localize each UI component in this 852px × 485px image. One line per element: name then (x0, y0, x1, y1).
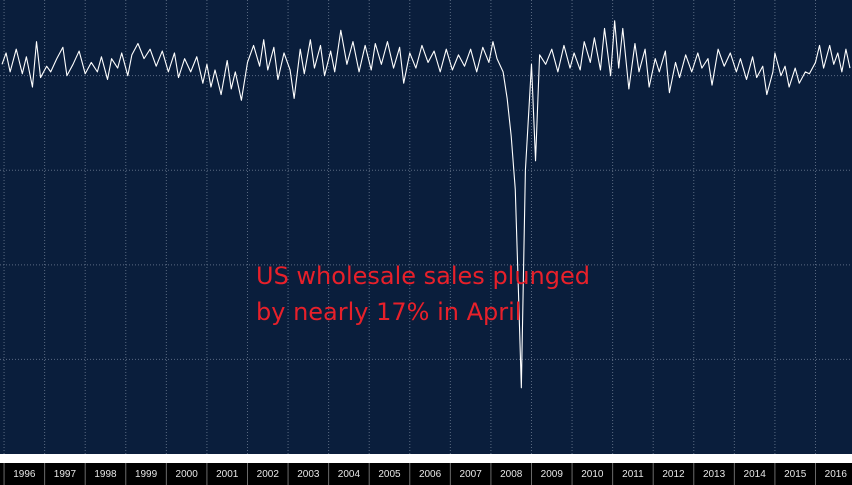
x-tick-label: 2013 (703, 469, 726, 480)
x-tick-label: 2006 (419, 469, 442, 480)
series-layer (1, 20, 851, 389)
plot-area (0, 0, 852, 454)
series-line (1, 20, 851, 389)
x-tick-label: 2000 (176, 469, 199, 480)
x-axis-band (0, 454, 852, 463)
x-tick-label: 2014 (744, 469, 767, 480)
x-tick-label: 2012 (662, 469, 685, 480)
x-tick-label: 2002 (257, 469, 280, 480)
gridlines (0, 0, 852, 454)
x-tick-label: 2010 (581, 469, 604, 480)
x-tick-label: 1996 (13, 469, 36, 480)
x-tick-label: 2003 (297, 469, 320, 480)
annotation-line-2: by nearly 17% in April (256, 298, 522, 326)
x-axis: 1996 1997 1998 1999 2000 2001 2002 2003 2004 2005… (3, 463, 848, 485)
x-tick-label: 2015 (784, 469, 807, 480)
x-tick-label: 1997 (54, 469, 77, 480)
x-tick-label: 2009 (541, 469, 564, 480)
annotation-line-1: US wholesale sales plunged (256, 262, 590, 290)
x-tick-label: 2001 (216, 469, 239, 480)
x-tick-label: 2007 (460, 469, 483, 480)
x-tick-label: 1998 (94, 469, 117, 480)
x-tick-label: 2005 (378, 469, 401, 480)
x-tick-label: 2008 (500, 469, 523, 480)
x-tick-label: 2004 (338, 469, 361, 480)
x-tick-label: 2016 (825, 469, 848, 480)
x-tick-label: 1999 (135, 469, 158, 480)
chart-annotation: US wholesale sales plunged by nearly 17%… (256, 258, 590, 330)
x-tick-label: 2011 (622, 469, 644, 480)
